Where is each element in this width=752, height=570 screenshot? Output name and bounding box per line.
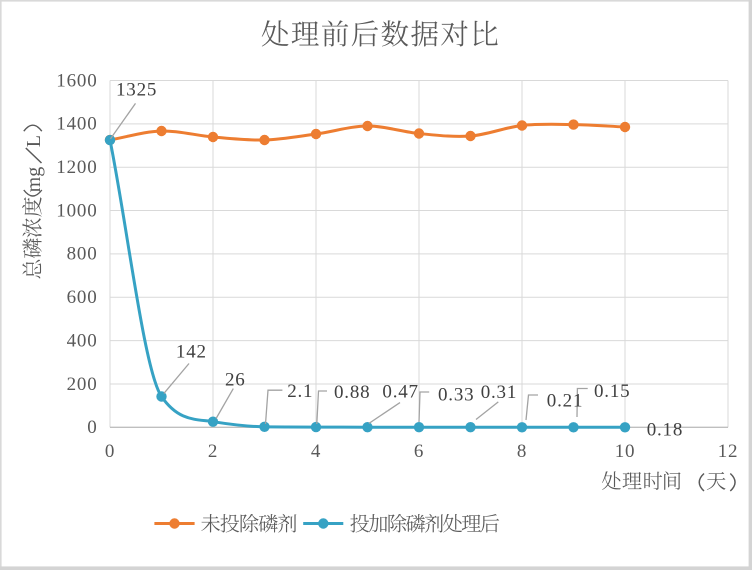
svg-text:2: 2 [208, 441, 218, 462]
svg-text:0.47: 0.47 [382, 381, 418, 402]
svg-text:mg: mg [23, 167, 45, 193]
svg-text:2.1: 2.1 [287, 381, 313, 402]
svg-text:4: 4 [311, 441, 321, 462]
svg-text:0.15: 0.15 [594, 381, 630, 402]
svg-text:10: 10 [615, 441, 636, 462]
svg-text:142: 142 [176, 342, 207, 363]
svg-text:1325: 1325 [116, 79, 157, 100]
svg-text:0: 0 [87, 417, 97, 438]
svg-text:1000: 1000 [56, 200, 97, 221]
svg-text:0: 0 [105, 441, 115, 462]
svg-text:0.18: 0.18 [647, 419, 683, 440]
svg-text:L: L [23, 135, 45, 147]
svg-text:0.21: 0.21 [547, 391, 583, 412]
svg-text:0.33: 0.33 [438, 385, 474, 406]
svg-text:400: 400 [67, 330, 98, 351]
svg-text:8: 8 [517, 441, 527, 462]
svg-text:1400: 1400 [56, 114, 97, 135]
svg-text:1600: 1600 [56, 70, 97, 91]
svg-text:800: 800 [67, 244, 98, 265]
svg-text:600: 600 [67, 287, 98, 308]
svg-text:26: 26 [225, 370, 246, 391]
svg-text:1200: 1200 [56, 157, 97, 178]
svg-text:200: 200 [67, 374, 98, 395]
svg-text:0.88: 0.88 [334, 382, 370, 403]
svg-text:6: 6 [414, 441, 424, 462]
svg-text:0.31: 0.31 [481, 382, 517, 403]
svg-text:12: 12 [718, 441, 739, 462]
